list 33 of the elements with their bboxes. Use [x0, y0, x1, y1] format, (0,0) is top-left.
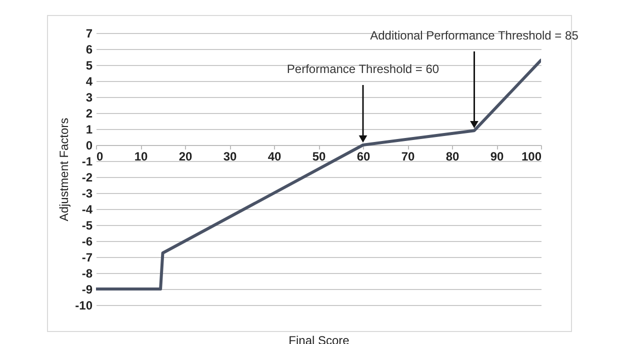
y-tick-label: 3	[86, 90, 93, 104]
x-tick-label: 60	[356, 150, 370, 164]
y-tick-label: 7	[86, 26, 93, 40]
x-tick-label: 0	[96, 150, 104, 164]
x-tick-label: 90	[490, 150, 504, 164]
x-tick-label: 40	[268, 150, 282, 164]
x-tick-label: 70	[401, 150, 415, 164]
y-tick-label: -10	[75, 298, 93, 312]
y-tick-label: 6	[86, 42, 93, 56]
x-tick-label: 20	[178, 150, 192, 164]
x-tick-label: 30	[223, 150, 237, 164]
x-tick-label: 10	[134, 150, 148, 164]
y-tick-label: -9	[82, 282, 93, 296]
annotation: Additional Performance Threshold = 85	[370, 28, 579, 43]
y-tick-label: -4	[82, 202, 93, 216]
x-tick-label: 80	[446, 150, 460, 164]
x-tick-label: 100	[521, 150, 542, 164]
y-tick-label: 5	[86, 58, 93, 72]
y-tick-label: -1	[82, 154, 93, 168]
y-tick-label: 0	[86, 138, 93, 152]
y-axis-title: Adjustment Factors	[57, 118, 72, 222]
y-tick-label: -7	[82, 250, 93, 264]
x-tick-label: 50	[312, 150, 326, 164]
y-tick-label: -3	[82, 186, 93, 200]
y-tick-label: -6	[82, 234, 93, 248]
y-tick-label: -5	[82, 218, 93, 232]
y-tick-label: -8	[82, 266, 93, 280]
y-tick-label: 2	[86, 106, 93, 120]
y-tick-label: 1	[86, 122, 93, 136]
line-series	[96, 58, 541, 290]
y-tick-label: 4	[86, 74, 93, 88]
y-tick-label: -2	[82, 170, 93, 184]
annotation: Performance Threshold = 60	[286, 62, 440, 76]
